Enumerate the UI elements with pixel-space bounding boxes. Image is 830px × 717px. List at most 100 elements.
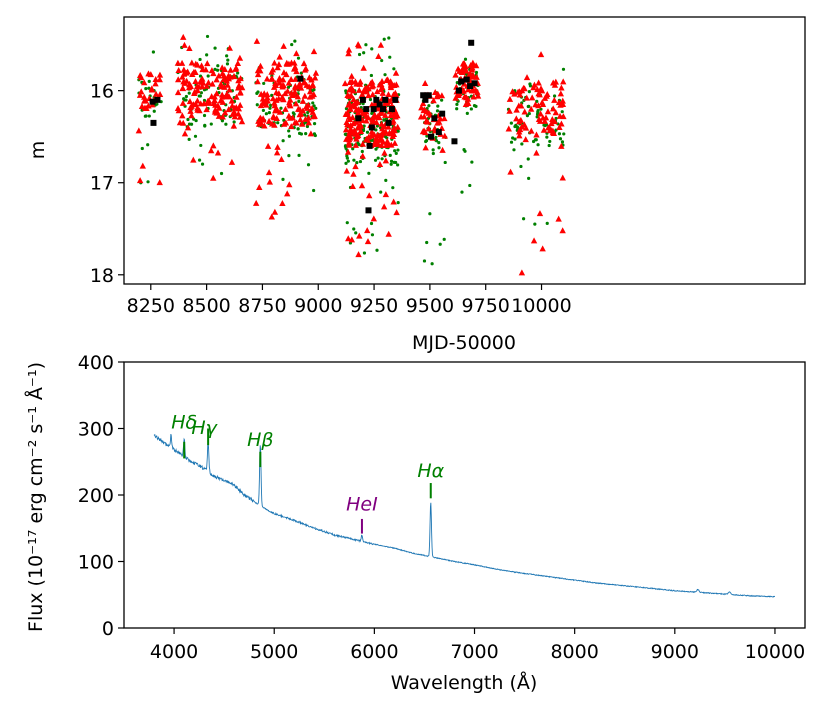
r-band-point — [474, 92, 482, 99]
lightcurve-x-label: MJD-50000 — [412, 332, 516, 354]
g-band-point — [314, 106, 318, 110]
r-band-point — [185, 81, 193, 88]
r-band-point — [378, 120, 385, 127]
g-band-point — [276, 121, 280, 125]
g-band-point — [438, 242, 442, 246]
r-band-point — [230, 122, 238, 129]
r-band-point — [226, 86, 233, 93]
g-band-point — [431, 148, 435, 152]
r-band-point — [217, 97, 224, 104]
g-band-point — [513, 125, 517, 129]
r-band-point — [377, 86, 385, 93]
r-band-point — [197, 100, 204, 107]
line-label: Hγ — [191, 417, 218, 439]
g-band-point — [255, 103, 259, 107]
r-band-point — [548, 120, 555, 127]
x-tick-label: 9500 — [406, 295, 454, 317]
r-band-point — [152, 76, 159, 83]
g-band-point — [226, 58, 230, 62]
g-band-point — [365, 130, 370, 134]
r-band-point — [139, 162, 146, 169]
r-band-point — [384, 76, 391, 83]
g-band-point — [424, 138, 429, 143]
r-band-point — [136, 91, 144, 98]
r-band-point — [559, 227, 566, 234]
r-band-point — [143, 105, 150, 112]
g-band-point — [535, 99, 539, 103]
g-band-point — [437, 141, 441, 145]
g-band-point — [543, 123, 547, 128]
x-tick-label: 9250 — [350, 295, 398, 317]
x-tick-label: 10000 — [745, 641, 805, 663]
r-band-point — [254, 67, 262, 74]
g-band-point — [304, 132, 308, 136]
g-band-point — [270, 93, 274, 98]
r-band-point — [191, 89, 198, 96]
r-band-point — [203, 82, 210, 89]
r-band-point — [303, 81, 310, 88]
g-band-point — [437, 146, 441, 150]
g-band-point — [344, 89, 348, 93]
r-band-point — [175, 76, 182, 83]
r-band-point — [282, 105, 289, 112]
g-band-point — [382, 37, 386, 41]
g-band-point — [362, 51, 366, 55]
g-band-point — [346, 159, 350, 163]
r-band-point — [531, 81, 538, 88]
r-band-point — [352, 78, 359, 85]
r-band-point — [311, 74, 319, 81]
g-band-point — [193, 134, 198, 138]
g-band-point — [528, 82, 532, 86]
r-band-point — [209, 80, 216, 87]
r-band-point — [425, 109, 433, 116]
r-band-point — [544, 108, 552, 115]
g-band-point — [312, 188, 316, 193]
r-band-point — [549, 105, 557, 112]
g-band-point — [455, 102, 459, 106]
spectrum-x-axis: 4000 5000 6000 7000 8000 9000 10000 — [150, 628, 805, 663]
r-band-point — [299, 120, 306, 127]
r-band-point — [345, 235, 352, 242]
r-band-point — [523, 74, 531, 81]
other-point — [363, 106, 370, 113]
r-band-point — [452, 71, 459, 78]
g-band-point — [392, 67, 396, 71]
g-band-point — [388, 153, 392, 157]
g-band-point — [197, 158, 202, 162]
r-band-point — [210, 99, 218, 106]
r-band-point — [345, 50, 352, 57]
r-band-point — [368, 101, 376, 108]
g-band-point — [375, 124, 379, 128]
g-band-point — [548, 139, 552, 144]
g-band-point — [205, 53, 209, 57]
g-band-point — [197, 94, 201, 98]
r-band-point — [297, 116, 304, 123]
other-point — [355, 115, 362, 122]
r-band-point — [228, 158, 236, 165]
g-band-point — [425, 134, 429, 138]
x-tick-label: 8250 — [127, 295, 175, 317]
r-band-point — [382, 157, 390, 164]
g-band-point — [430, 262, 434, 266]
x-tick-label: 6000 — [350, 641, 398, 663]
g-band-point — [384, 117, 389, 121]
other-point — [455, 87, 462, 94]
r-band-point — [296, 81, 303, 88]
g-band-point — [515, 125, 519, 129]
r-band-point — [518, 269, 526, 276]
r-band-point — [236, 101, 244, 108]
y-tick-label: 100 — [78, 552, 114, 574]
x-tick-label: 10000 — [511, 295, 571, 317]
r-band-point — [380, 203, 388, 210]
r-band-point — [300, 60, 308, 67]
g-band-point — [225, 62, 230, 66]
r-band-point — [523, 94, 530, 101]
other-point — [463, 76, 470, 83]
r-band-point — [377, 135, 385, 142]
g-band-point — [545, 221, 549, 225]
r-band-point — [518, 102, 525, 109]
r-band-point — [439, 146, 446, 153]
g-band-point — [202, 113, 207, 118]
r-band-point — [392, 113, 399, 120]
